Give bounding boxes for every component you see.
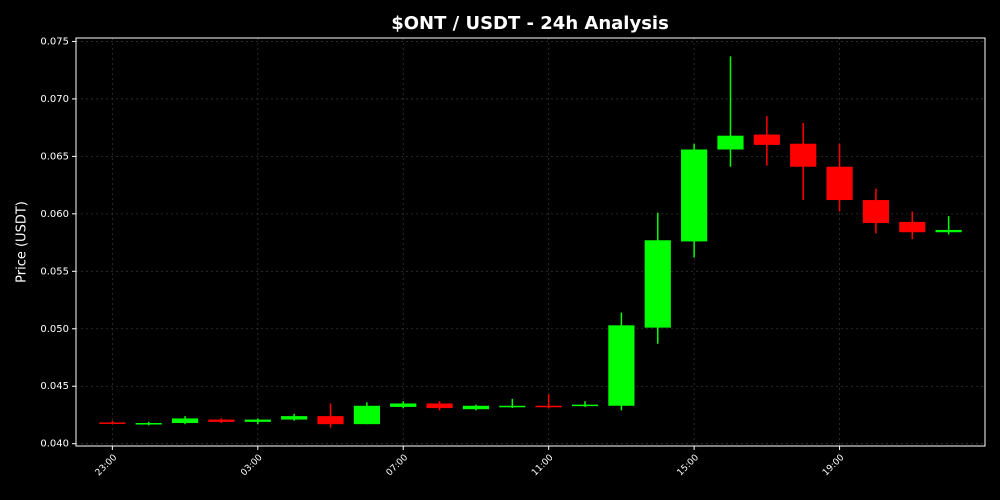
y-tick-label: 0.075 — [40, 36, 69, 47]
candle-body — [99, 422, 126, 424]
candle-body — [826, 166, 853, 201]
candle-body — [535, 405, 562, 408]
candle-body — [717, 135, 744, 150]
plot-frame — [75, 37, 986, 447]
candle-body — [753, 134, 780, 145]
candle-body — [135, 423, 162, 425]
candle-body — [462, 405, 490, 410]
candle-body — [171, 418, 199, 424]
y-tick-label: 0.050 — [40, 324, 69, 335]
y-tick-label: 0.045 — [40, 381, 69, 392]
candle-body — [244, 419, 271, 422]
candle-body — [281, 416, 308, 420]
candle-body — [935, 229, 962, 233]
candle-body — [681, 149, 708, 242]
candle-body — [862, 200, 890, 224]
candle-body — [390, 403, 417, 407]
y-tick-label: 0.040 — [40, 439, 69, 450]
candle-body — [208, 419, 235, 422]
y-tick-label: 0.060 — [40, 209, 69, 220]
y-axis-label: Price (USDT) — [15, 201, 30, 283]
candle-body — [426, 403, 453, 409]
y-tick-label: 0.070 — [40, 94, 69, 105]
y-tick-label: 0.055 — [40, 266, 69, 277]
candle-body — [790, 143, 817, 167]
candle-body — [317, 416, 344, 425]
y-tick-label: 0.065 — [40, 151, 69, 162]
candle-body — [499, 405, 526, 408]
candle-body — [608, 325, 635, 406]
candle-body — [899, 221, 926, 233]
candle-body — [644, 240, 671, 328]
chart-title: $ONT / USDT - 24h Analysis — [391, 13, 669, 34]
candle-body — [353, 405, 380, 425]
candle-body — [571, 404, 599, 407]
